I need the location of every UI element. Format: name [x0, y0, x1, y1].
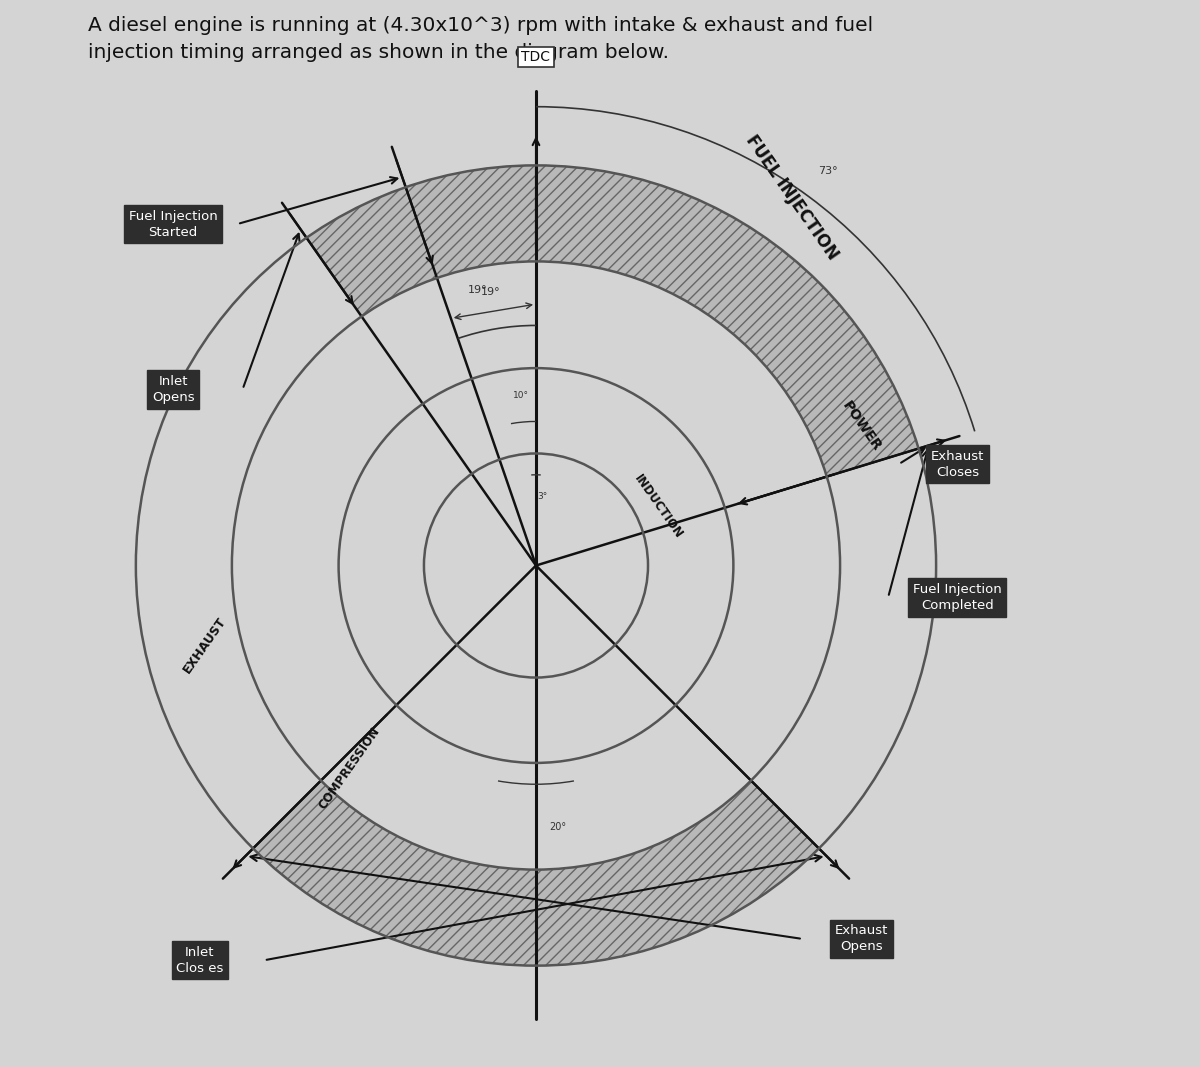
- Wedge shape: [396, 566, 676, 763]
- Wedge shape: [361, 261, 827, 566]
- Wedge shape: [361, 261, 827, 566]
- Text: TDC: TDC: [522, 50, 551, 64]
- Wedge shape: [422, 368, 725, 566]
- Wedge shape: [320, 566, 751, 870]
- Wedge shape: [306, 165, 919, 566]
- Wedge shape: [320, 566, 751, 870]
- Text: 20°: 20°: [548, 822, 566, 832]
- Wedge shape: [253, 566, 818, 966]
- Text: Fuel Injection
Completed: Fuel Injection Completed: [913, 583, 1002, 612]
- Text: Inlet
Clos es: Inlet Clos es: [176, 945, 223, 975]
- Text: Exhaust
Opens: Exhaust Opens: [835, 924, 888, 954]
- Text: INDUCTION: INDUCTION: [632, 473, 685, 541]
- Text: FUEL INJECTION: FUEL INJECTION: [743, 131, 842, 264]
- Text: Fuel Injection
Started: Fuel Injection Started: [128, 209, 217, 239]
- Text: 73°: 73°: [818, 166, 838, 176]
- Text: 3°: 3°: [536, 492, 547, 500]
- Text: Exhaust
Closes: Exhaust Closes: [931, 449, 984, 479]
- Text: 10°: 10°: [514, 391, 529, 400]
- Wedge shape: [422, 368, 725, 566]
- Text: A diesel engine is running at (4.30x10^3) rpm with intake & exhaust and fuel
inj: A diesel engine is running at (4.30x10^3…: [88, 16, 872, 62]
- Text: POWER: POWER: [839, 399, 883, 455]
- Wedge shape: [396, 566, 676, 763]
- Wedge shape: [361, 261, 827, 566]
- Text: 19°: 19°: [468, 285, 487, 294]
- Text: COMPRESSION: COMPRESSION: [316, 724, 383, 812]
- Text: EXHAUST: EXHAUST: [181, 615, 229, 676]
- Text: 19°: 19°: [480, 287, 500, 297]
- Text: Inlet
Opens: Inlet Opens: [152, 375, 194, 404]
- Wedge shape: [320, 566, 751, 870]
